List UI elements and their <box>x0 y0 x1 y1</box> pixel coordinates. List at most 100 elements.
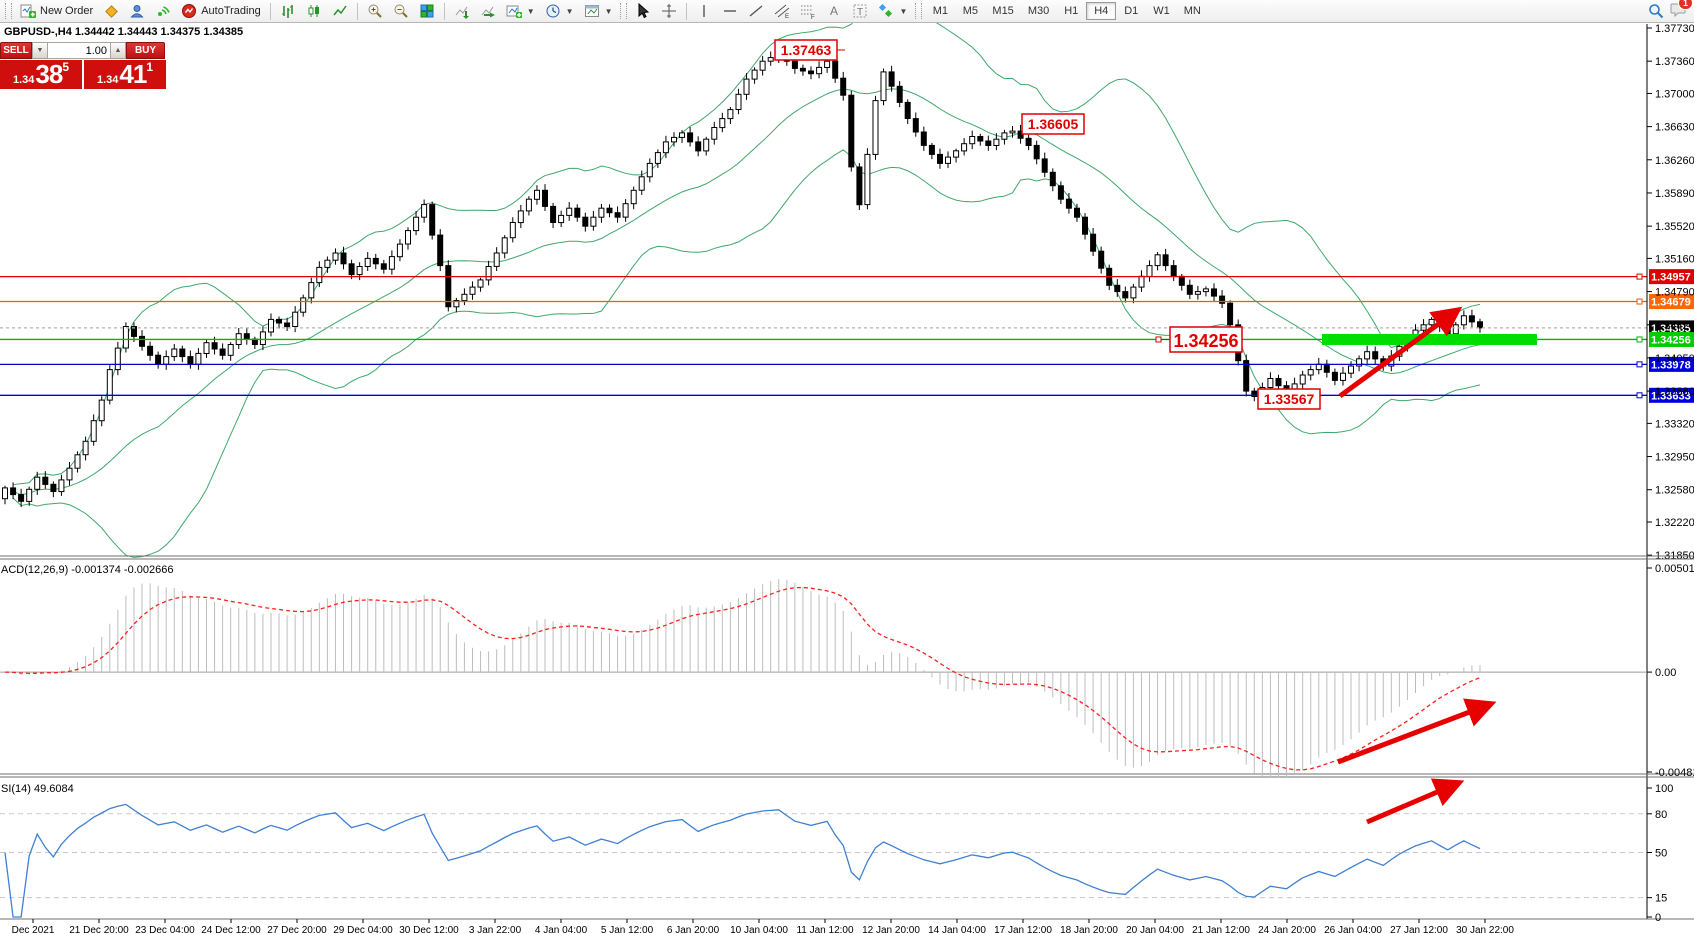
sell-price-sup: 5 <box>62 60 70 74</box>
zoom-in-button[interactable] <box>362 0 388 22</box>
time-tick-label: 17 Jan 12:00 <box>994 925 1052 934</box>
callout-box-1.36605 <box>1021 113 1085 135</box>
time-tick-label: 26 Jan 04:00 <box>1324 925 1382 934</box>
svg-text:A: A <box>830 4 838 18</box>
auto-scroll-button[interactable] <box>449 0 475 22</box>
axis-price-label-text: 1.33633 <box>1651 390 1691 402</box>
text-label-button[interactable]: T <box>847 0 873 22</box>
time-tick-label: 4 Jan 04:00 <box>535 925 588 934</box>
toolbar-separator <box>686 2 688 20</box>
hline-handle-1.34256 <box>1636 336 1643 343</box>
fibonacci-button[interactable]: F <box>795 0 821 22</box>
bar-chart-icon <box>280 3 296 19</box>
volume-decrease-button[interactable]: ▼ <box>32 42 48 59</box>
market-diamond-icon <box>103 3 119 19</box>
trend-arrow-2 <box>1337 698 1497 765</box>
autotrading-label: AutoTrading <box>201 5 261 17</box>
toolbar-grip[interactable] <box>915 3 923 19</box>
price-tick-label: 1.32580 <box>1655 485 1694 497</box>
market-button[interactable] <box>98 0 124 22</box>
templates-button[interactable]: ▼ <box>579 0 618 22</box>
tile-windows-icon <box>419 3 435 19</box>
tf-button-h4[interactable]: H4 <box>1086 2 1117 20</box>
axis-price-label-text: 1.34385 <box>1651 323 1691 335</box>
shapes-button[interactable]: ▼ <box>873 0 912 22</box>
line-chart-icon <box>332 3 348 19</box>
cursor-button[interactable] <box>630 0 656 22</box>
buy-button[interactable]: BUY <box>126 42 165 59</box>
bollinger-middle <box>12 88 1481 496</box>
tf-button-m1[interactable]: M1 <box>932 5 949 17</box>
tf-button-d1[interactable]: D1 <box>1124 5 1139 17</box>
macd-signal-line <box>4 586 1481 771</box>
tf-button-h1[interactable]: H1 <box>1064 5 1079 17</box>
toolbar-grip[interactable] <box>5 3 12 19</box>
price-tick-label: 1.32950 <box>1655 452 1694 464</box>
candlestick-chart-button[interactable] <box>301 0 327 22</box>
candles-series <box>2 49 1483 507</box>
toolbar-grip[interactable] <box>620 3 628 19</box>
chart-shift-button[interactable] <box>475 0 501 22</box>
axis-price-label-1.34256 <box>1649 331 1694 347</box>
zoom-out-button[interactable] <box>388 0 414 22</box>
new-order-label: New Order <box>40 5 94 17</box>
volume-increase-button[interactable]: ▲ <box>110 42 126 59</box>
macd-histogram <box>12 579 1481 778</box>
axis-price-label-text: 1.34957 <box>1651 272 1691 284</box>
channel-button[interactable]: E <box>769 0 795 22</box>
new-order-button[interactable]: New Order <box>15 0 98 22</box>
time-tick-label: 27 Jan 12:00 <box>1390 925 1448 934</box>
crosshair-button[interactable] <box>656 0 682 22</box>
horizontal-line-button[interactable] <box>717 0 743 22</box>
zoom-out-icon <box>393 3 409 19</box>
svg-text:T: T <box>857 7 863 18</box>
tf-button-m5[interactable]: M5 <box>962 5 979 17</box>
dropdown-arrow-icon: ▼ <box>899 6 908 16</box>
line-chart-button[interactable] <box>327 0 353 22</box>
fibonacci-icon: F <box>800 3 816 21</box>
bar-chart-button[interactable] <box>275 0 301 22</box>
text-button[interactable]: A <box>821 0 847 22</box>
sell-price-display[interactable]: 1.34 38 5 <box>0 60 82 89</box>
one-click-trading-panel: SELL ▼ ▲ BUY 1.34 38 5 1.34 41 1 <box>0 42 166 89</box>
axis-price-label-1.33978 <box>1649 356 1694 372</box>
sell-price-small: 1.34 <box>12 74 35 86</box>
cursor-icon <box>635 2 651 19</box>
tf-button-w1[interactable]: W1 <box>1153 5 1170 17</box>
new-order-icon <box>20 3 36 19</box>
tf-button-m30[interactable]: M30 <box>1027 5 1050 17</box>
candlestick-chart-icon <box>306 3 322 19</box>
price-tick-label: 1.35890 <box>1655 188 1694 200</box>
axis-price-label-1.34385 <box>1649 320 1694 336</box>
sell-button[interactable]: SELL <box>0 42 32 59</box>
time-tick-label: 24 Dec 12:00 <box>201 925 261 934</box>
periods-button[interactable]: ▼ <box>540 0 579 22</box>
trendline-button[interactable] <box>743 0 769 22</box>
time-tick-label: 3 Jan 22:00 <box>469 925 522 934</box>
toolbar-separator <box>443 2 445 20</box>
signals-button[interactable] <box>150 0 176 22</box>
toolbar-separator <box>269 2 271 20</box>
buy-price-display[interactable]: 1.34 41 1 <box>84 60 166 89</box>
tf-button-m15[interactable]: M15 <box>992 5 1014 17</box>
rsi-tick-label: 50 <box>1655 848 1667 860</box>
hline-handle-1.34679 <box>1636 298 1643 305</box>
macd-label: ACD(12,26,9) -0.001374 -0.002666 <box>1 564 173 576</box>
community-button[interactable] <box>124 0 150 22</box>
callout-text-1.34256: 1.34256 <box>1173 331 1238 351</box>
autotrading-button[interactable]: AutoTrading <box>176 0 266 22</box>
hline-handle-1.33978 <box>1636 361 1643 368</box>
vertical-line-button[interactable] <box>691 0 717 22</box>
tile-windows-button[interactable] <box>414 0 440 22</box>
tf-button-mn[interactable]: MN <box>1183 5 1201 17</box>
rsi-line <box>4 803 1481 918</box>
notification-badge: 1 <box>1677 0 1693 10</box>
hline-handle-1.34957 <box>1636 273 1643 280</box>
time-tick-label: 21 Jan 12:00 <box>1192 925 1250 934</box>
volume-input[interactable] <box>48 42 110 59</box>
svg-text:F: F <box>811 15 815 19</box>
search-icon[interactable] <box>1648 3 1664 19</box>
new-chart-button[interactable]: ▼ <box>501 0 540 22</box>
notifications-button[interactable]: 1 <box>1670 0 1693 22</box>
